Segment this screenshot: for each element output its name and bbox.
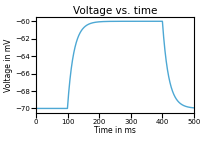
Title: Voltage vs. time: Voltage vs. time	[73, 6, 157, 16]
X-axis label: Time in ms: Time in ms	[94, 126, 136, 136]
Y-axis label: Voltage in mV: Voltage in mV	[4, 38, 13, 92]
